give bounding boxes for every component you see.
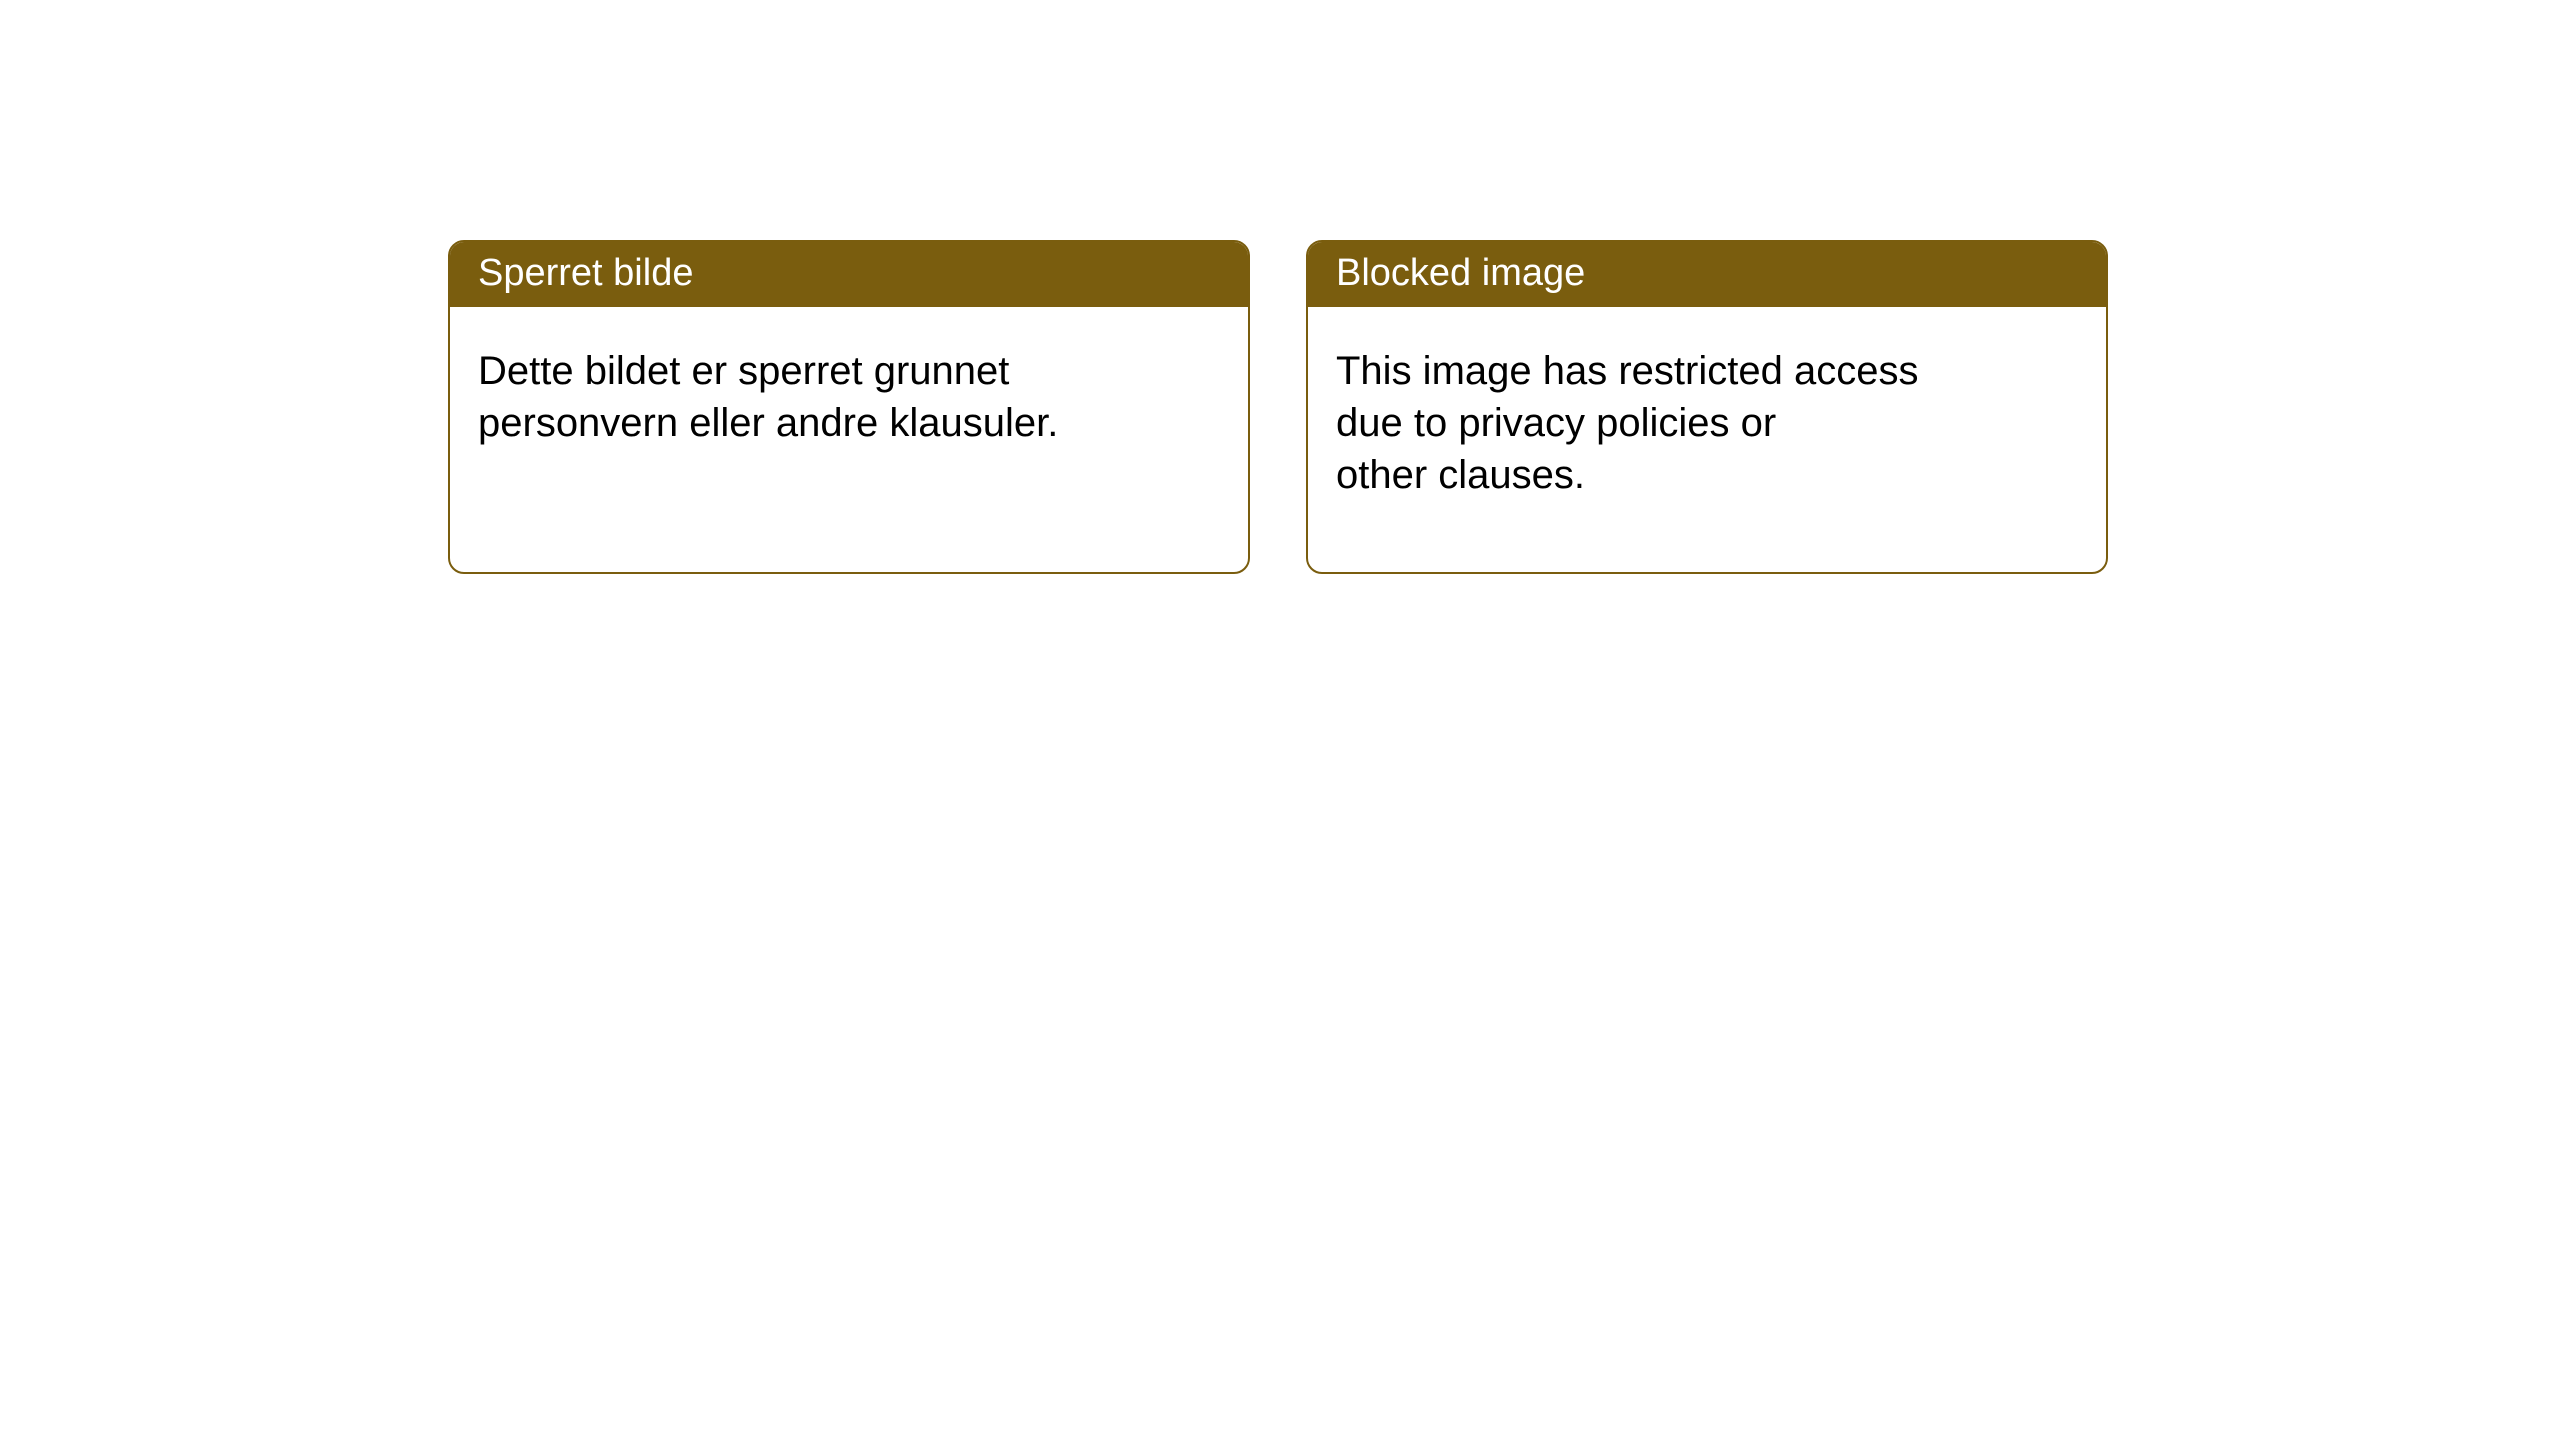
notice-body-text: Dette bildet er sperret grunnet personve… xyxy=(478,349,1058,445)
notice-body-text: This image has restricted access due to … xyxy=(1336,349,1918,497)
blocked-image-notices: Sperret bilde Dette bildet er sperret gr… xyxy=(448,240,2560,574)
notice-title: Sperret bilde xyxy=(478,252,693,294)
notice-body: Dette bildet er sperret grunnet personve… xyxy=(450,307,1150,477)
notice-card-english: Blocked image This image has restricted … xyxy=(1306,240,2108,574)
notice-header: Blocked image xyxy=(1308,242,2106,307)
notice-card-norwegian: Sperret bilde Dette bildet er sperret gr… xyxy=(448,240,1250,574)
notice-title: Blocked image xyxy=(1336,252,1585,294)
notice-header: Sperret bilde xyxy=(450,242,1248,307)
notice-body: This image has restricted access due to … xyxy=(1308,307,2008,529)
